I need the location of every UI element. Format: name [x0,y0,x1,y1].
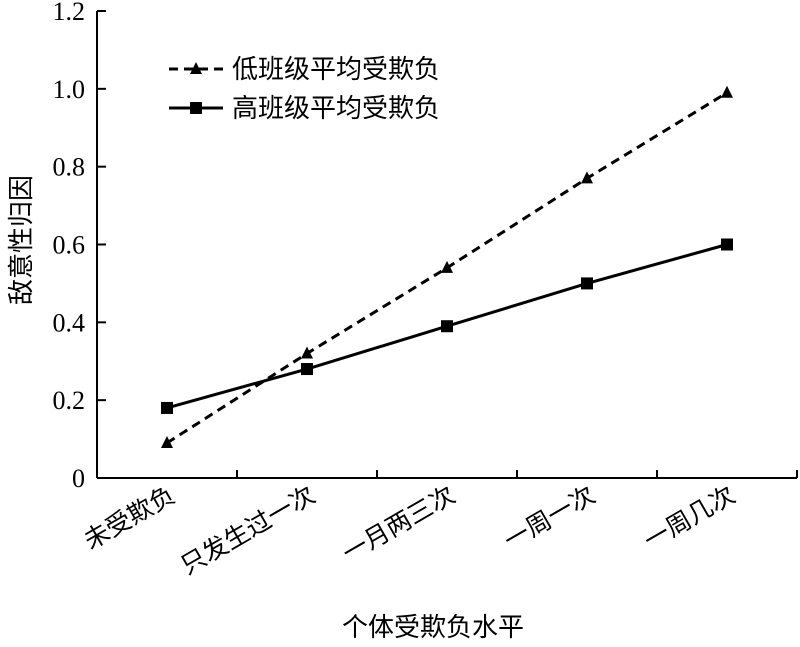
data-point [721,238,733,251]
y-axis-title: 敌意性归因 [7,175,37,305]
data-point [581,277,593,290]
y-tick-label: 0.2 [53,386,86,415]
data-point [301,363,313,376]
y-tick-label: 0 [72,464,85,493]
data-point [721,85,733,98]
data-point [441,260,453,273]
data-point [161,435,173,448]
data-point [161,401,173,414]
y-tick-label: 0.6 [53,231,86,260]
y-tick-label: 1.2 [53,0,86,26]
legend-label: 低班级平均受欺负 [232,55,440,85]
x-tick-label: 一周一次 [499,480,600,555]
y-tick-label: 0.4 [53,308,86,337]
data-point [581,171,593,184]
data-point [441,320,453,333]
x-tick-label: 未受欺负 [79,480,180,555]
x-tick-label: 只发生过一次 [176,480,320,580]
data-point [301,346,313,359]
x-tick-label: 一周几次 [639,480,740,555]
series-layer [161,85,733,448]
x-axis-title: 个体受欺负水平 [342,613,524,643]
legend-marker [190,102,202,114]
legend-label: 高班级平均受欺负 [232,94,440,124]
y-tick-label: 1.0 [53,75,86,104]
series-2 [161,238,733,414]
y-tick-label: 0.8 [53,153,86,182]
x-tick-label: 一月两三次 [337,480,460,568]
legend-marker [190,62,202,74]
